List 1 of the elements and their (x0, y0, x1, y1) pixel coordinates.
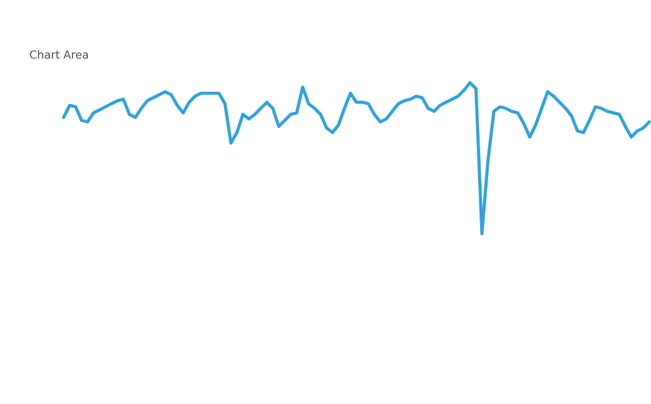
text: Chart Area (30, 50, 88, 59)
